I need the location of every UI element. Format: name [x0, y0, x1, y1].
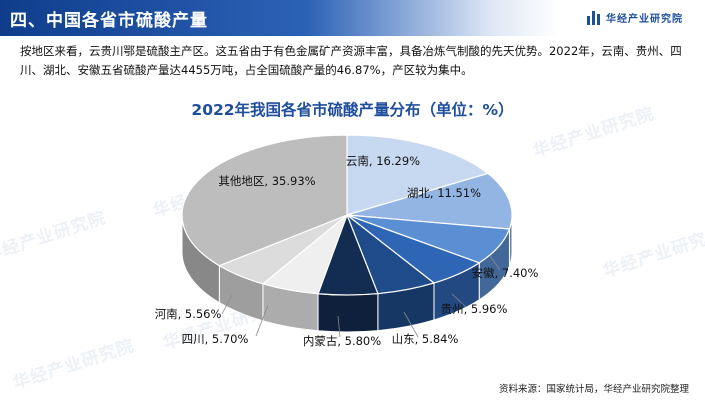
- header: 四、中国各省市硫酸产量 华经产业研究院: [0, 0, 705, 36]
- leader-line-4: [403, 311, 419, 338]
- data-label-2: 安徽, 7.40%: [472, 266, 539, 280]
- data-label-0: 云南, 16.29%: [346, 154, 420, 168]
- data-label-5: 内蒙古, 5.80%: [303, 334, 381, 348]
- leader-line-6: [255, 304, 269, 337]
- leader-line-3: [451, 293, 467, 308]
- leader-line-2: [489, 255, 501, 271]
- pie-slice-8: [181, 134, 348, 267]
- description-paragraph: 按地区来看，云贵川鄂是硫酸主产区。这五省由于有色金属矿产资源丰富，具备冶炼气制酸…: [20, 44, 682, 77]
- leader-line-7: [221, 294, 233, 315]
- data-label-3: 贵州, 5.96%: [441, 302, 508, 316]
- page-title: 四、中国各省市硫酸产量: [10, 11, 208, 31]
- source-note: 资料来源：国家统计局，华经产业研究院整理: [498, 384, 689, 395]
- pie-slice-0: [346, 134, 490, 216]
- leader-line-5: [337, 315, 341, 338]
- data-label-6: 四川, 5.70%: [182, 332, 249, 346]
- data-label-8: 其他地区, 35.93%: [218, 174, 315, 188]
- pie-slice-1: [346, 172, 513, 230]
- data-label-4: 山东, 5.84%: [392, 332, 459, 346]
- chart-title: 2022年我国各省市硫酸产量分布（单位：%）: [191, 101, 514, 119]
- data-label-1: 湖北, 11.51%: [407, 186, 481, 200]
- data-label-7: 河南, 5.56%: [155, 307, 222, 321]
- brand-logo-icon: [587, 10, 600, 25]
- brand: 华经产业研究院: [587, 10, 683, 25]
- header-bar: [0, 0, 560, 36]
- pie-slice-side-5: [317, 293, 379, 333]
- brand-name: 华经产业研究院: [606, 14, 683, 25]
